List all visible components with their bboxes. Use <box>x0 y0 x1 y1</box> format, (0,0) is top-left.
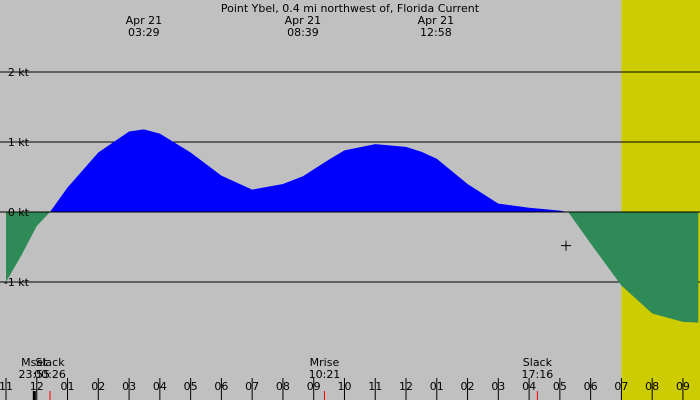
x-tick-label: 01 <box>430 380 444 393</box>
x-tick-label: 06 <box>214 380 228 393</box>
peak-time-label: 03:29 <box>128 26 160 39</box>
x-tick-label: 02 <box>91 380 105 393</box>
y-tick-label: 1 kt <box>8 136 30 149</box>
x-tick-label: 07 <box>614 380 628 393</box>
x-tick-label: 05 <box>553 380 567 393</box>
event-label: Slack <box>35 356 65 369</box>
x-tick-label: 11 <box>368 380 382 393</box>
x-tick-label: 05 <box>184 380 198 393</box>
event-label: Slack <box>523 356 553 369</box>
event-label: Mrise <box>310 356 340 369</box>
x-tick-label: 09 <box>676 380 690 393</box>
y-axis-labels: 2 kt 1 kt 0 kt -1 kt <box>4 66 34 289</box>
y-tick-label: 2 kt <box>8 66 30 79</box>
x-tick-label: 07 <box>245 380 259 393</box>
x-tick-label: 11 <box>0 380 13 393</box>
peak-date-label: Apr 21 <box>126 14 163 27</box>
moonset-marker <box>32 391 36 400</box>
x-tick-label: 08 <box>645 380 659 393</box>
y-tick-label: 0 kt <box>8 206 30 219</box>
x-tick-label: 03 <box>491 380 505 393</box>
x-tick-label: 01 <box>61 380 75 393</box>
ebb-area <box>6 212 699 323</box>
x-tick-label: 03 <box>122 380 136 393</box>
chart-title: Point Ybel, 0.4 mi northwest of, Florida… <box>221 2 480 15</box>
x-axis: 11 12 01 02 03 04 05 06 07 08 09 10 11 12 01 02 03 04 05 06… <box>0 378 690 400</box>
peak-date-label: Apr 21 <box>285 14 322 27</box>
peak-time-label: 08:39 <box>287 26 319 39</box>
y-tick-label: -1 kt <box>4 276 30 289</box>
x-tick-label: 04 <box>153 380 167 393</box>
x-tick-label: 06 <box>584 380 598 393</box>
x-tick-label: 04 <box>522 380 536 393</box>
x-tick-label: 12 <box>399 380 413 393</box>
peak-time-label: 12:58 <box>420 26 452 39</box>
event-time-label: 10:21 <box>309 368 341 381</box>
event-time-label: 00:26 <box>34 368 66 381</box>
event-time-label: 17:16 <box>522 368 554 381</box>
daylight-band <box>621 0 700 400</box>
event-label: Mset <box>21 356 48 369</box>
x-tick-label: 02 <box>461 380 475 393</box>
x-tick-label: 10 <box>337 380 351 393</box>
x-tick-label: 09 <box>307 380 321 393</box>
x-tick-label: 08 <box>276 380 290 393</box>
event-time-label: 23:55 <box>18 368 50 381</box>
x-tick-label: 12 <box>30 380 44 393</box>
current-areas <box>6 129 699 323</box>
now-marker <box>561 240 572 251</box>
peak-date-label: Apr 21 <box>418 14 455 27</box>
flood-area <box>50 129 569 212</box>
